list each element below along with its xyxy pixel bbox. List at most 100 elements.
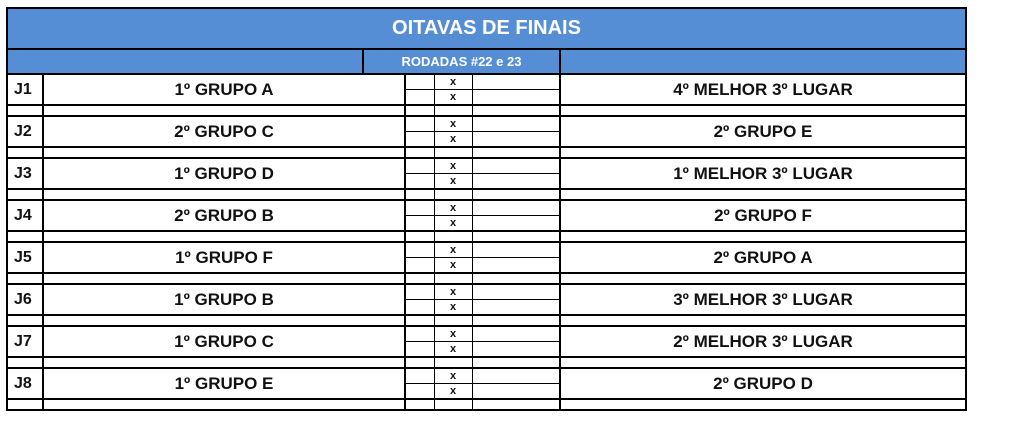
away-score-x[interactable]: x	[433, 299, 473, 316]
away-score-x[interactable]: x	[433, 383, 473, 400]
away-score-left[interactable]	[404, 383, 435, 400]
round-of-16-table: OITAVAS DE FINAIS RODADAS #22 e 23 J1 1º…	[6, 7, 967, 411]
spacer-cell	[433, 356, 473, 369]
away-score-left[interactable]	[404, 257, 435, 274]
spacer-cell	[471, 230, 561, 243]
spacer-cell	[433, 398, 473, 411]
spacer-cell	[559, 398, 967, 411]
away-score-left[interactable]	[404, 89, 435, 106]
home-team: 1º GRUPO B	[42, 283, 406, 316]
home-score-x[interactable]: x	[433, 115, 473, 132]
spacer-cell	[433, 146, 473, 159]
home-score-x[interactable]: x	[433, 367, 473, 384]
spacer-cell	[433, 188, 473, 201]
home-score-right[interactable]	[471, 115, 561, 132]
home-score-right[interactable]	[471, 73, 561, 90]
spacer-cell	[6, 356, 44, 369]
spacer-cell	[42, 398, 406, 411]
away-score-right[interactable]	[471, 89, 561, 106]
spacer-cell	[404, 188, 435, 201]
home-score-left[interactable]	[404, 367, 435, 384]
away-score-x[interactable]: x	[433, 173, 473, 190]
home-score-left[interactable]	[404, 73, 435, 90]
away-score-left[interactable]	[404, 173, 435, 190]
away-score-right[interactable]	[471, 341, 561, 358]
away-score-left[interactable]	[404, 215, 435, 232]
away-score-left[interactable]	[404, 341, 435, 358]
spacer-cell	[6, 146, 44, 159]
spacer-cell	[42, 314, 406, 327]
home-score-left[interactable]	[404, 325, 435, 342]
home-team: 2º GRUPO C	[42, 115, 406, 148]
home-score-right[interactable]	[471, 367, 561, 384]
spacer-cell	[42, 188, 406, 201]
spacer-cell	[559, 314, 967, 327]
home-score-left[interactable]	[404, 241, 435, 258]
away-score-x[interactable]: x	[433, 131, 473, 148]
home-score-x[interactable]: x	[433, 157, 473, 174]
subtitle: RODADAS #22 e 23	[362, 48, 561, 75]
spacer-cell	[433, 272, 473, 285]
spacer-row	[6, 272, 967, 285]
spacer-cell	[471, 146, 561, 159]
game-row: J1 1º GRUPO A x 4º MELHOR 3º LUGAR	[6, 73, 967, 106]
away-score-left[interactable]	[404, 131, 435, 148]
spacer-cell	[42, 104, 406, 117]
game-id: J2	[6, 115, 44, 148]
spacer-row	[6, 104, 967, 117]
away-score-x[interactable]: x	[433, 89, 473, 106]
home-team: 2º GRUPO B	[42, 199, 406, 232]
away-score-right[interactable]	[471, 131, 561, 148]
home-score-right[interactable]	[471, 241, 561, 258]
home-score-right[interactable]	[471, 325, 561, 342]
spacer-cell	[42, 146, 406, 159]
game-id: J3	[6, 157, 44, 190]
spacer-cell	[6, 188, 44, 201]
away-score-right[interactable]	[471, 299, 561, 316]
away-score-x[interactable]: x	[433, 257, 473, 274]
home-score-left[interactable]	[404, 157, 435, 174]
spacer-cell	[42, 230, 406, 243]
away-score-right[interactable]	[471, 173, 561, 190]
away-score-x[interactable]: x	[433, 341, 473, 358]
home-team: 1º GRUPO C	[42, 325, 406, 358]
away-score-right[interactable]	[471, 383, 561, 400]
spacer-cell	[471, 356, 561, 369]
game-row: J6 1º GRUPO B x 3º MELHOR 3º LUGAR	[6, 283, 967, 316]
game-id: J7	[6, 325, 44, 358]
subheader-right	[559, 48, 967, 75]
spacer-cell	[6, 104, 44, 117]
home-team: 1º GRUPO F	[42, 241, 406, 274]
spacer-cell	[433, 314, 473, 327]
game-row: J5 1º GRUPO F x 2º GRUPO A	[6, 241, 967, 274]
home-score-right[interactable]	[471, 199, 561, 216]
spacer-cell	[471, 188, 561, 201]
home-score-right[interactable]	[471, 157, 561, 174]
spacer-row	[6, 356, 967, 369]
home-score-left[interactable]	[404, 199, 435, 216]
game-id: J8	[6, 367, 44, 400]
away-score-x[interactable]: x	[433, 215, 473, 232]
home-score-x[interactable]: x	[433, 241, 473, 258]
away-team: 3º MELHOR 3º LUGAR	[559, 283, 967, 316]
home-score-left[interactable]	[404, 283, 435, 300]
home-score-x[interactable]: x	[433, 283, 473, 300]
home-team: 1º GRUPO D	[42, 157, 406, 190]
home-score-x[interactable]: x	[433, 73, 473, 90]
spacer-cell	[471, 314, 561, 327]
home-score-x[interactable]: x	[433, 325, 473, 342]
home-score-left[interactable]	[404, 115, 435, 132]
spacer-cell	[404, 146, 435, 159]
away-score-right[interactable]	[471, 215, 561, 232]
spacer-cell	[433, 230, 473, 243]
spacer-cell	[559, 272, 967, 285]
spacer-cell	[471, 272, 561, 285]
away-score-left[interactable]	[404, 299, 435, 316]
spacer-row	[6, 230, 967, 243]
away-score-right[interactable]	[471, 257, 561, 274]
spacer-cell	[559, 230, 967, 243]
home-score-x[interactable]: x	[433, 199, 473, 216]
away-team: 2º GRUPO D	[559, 367, 967, 400]
spacer-row	[6, 146, 967, 159]
home-score-right[interactable]	[471, 283, 561, 300]
